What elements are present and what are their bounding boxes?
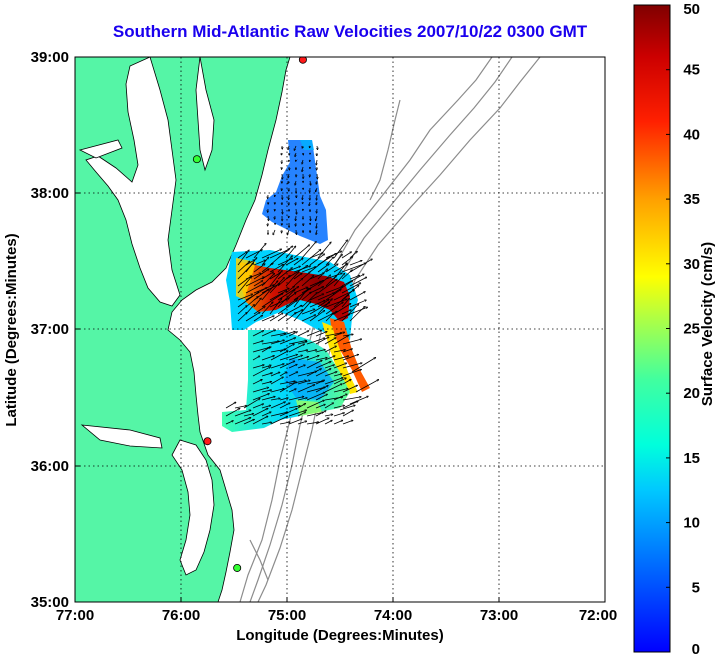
colorbar-tick-label: 40 <box>683 126 700 143</box>
colorbar-tick-label: 10 <box>683 515 700 532</box>
x-axis-label: Longitude (Degrees:Minutes) <box>236 627 444 644</box>
field-jet-core <box>240 262 350 322</box>
colorbar-tick-label: 0 <box>692 641 700 658</box>
velocity-vectors <box>225 146 379 425</box>
map-plot-area: 77:00 76:00 75:00 74:00 73:00 72:00 39:0… <box>3 49 617 644</box>
x-tick-label: 75:00 <box>268 607 306 624</box>
y-tick-label: 39:00 <box>31 49 69 66</box>
x-tick-label: 77:00 <box>56 607 94 624</box>
grid-lines <box>75 57 605 602</box>
y-tick-label: 35:00 <box>31 594 69 611</box>
colorbar-tick-label: 45 <box>683 62 700 79</box>
y-axis-label: Latitude (Degrees:Minutes) <box>3 233 20 426</box>
y-tick-label: 37:00 <box>31 321 69 338</box>
station-north <box>298 57 307 64</box>
y-tick-label: 36:00 <box>31 458 69 475</box>
colorbar-tick-label: 5 <box>692 579 700 596</box>
map-title: Southern Mid-Atlantic Raw Velocities 200… <box>112 22 588 41</box>
x-tick-label: 73:00 <box>480 607 518 624</box>
x-tick-label: 76:00 <box>162 607 200 624</box>
station-hatteras <box>233 563 242 572</box>
colorbar-tick-label: 15 <box>683 450 700 467</box>
colorbar-tick-label: 25 <box>683 321 700 338</box>
x-tick-label: 74:00 <box>374 607 412 624</box>
bays-and-sounds <box>78 57 215 576</box>
station-assateague <box>192 155 201 164</box>
y-tick-label: 38:00 <box>31 185 69 202</box>
colorbar-label: Surface Velocity (cm/s) <box>699 242 716 406</box>
radar-stations <box>192 57 307 572</box>
colorbar-tick-label: 30 <box>683 256 700 273</box>
colorbar-scale <box>633 4 671 653</box>
colorbar-tick-label: 50 <box>683 1 700 18</box>
colorbar-tick-label: 35 <box>683 191 700 208</box>
axis-tick-marks <box>74 56 606 603</box>
station-duck <box>203 437 212 446</box>
x-tick-label: 72:00 <box>579 607 617 624</box>
colorbar-tick-label: 20 <box>683 385 700 402</box>
field-jet-stripe <box>330 318 370 392</box>
